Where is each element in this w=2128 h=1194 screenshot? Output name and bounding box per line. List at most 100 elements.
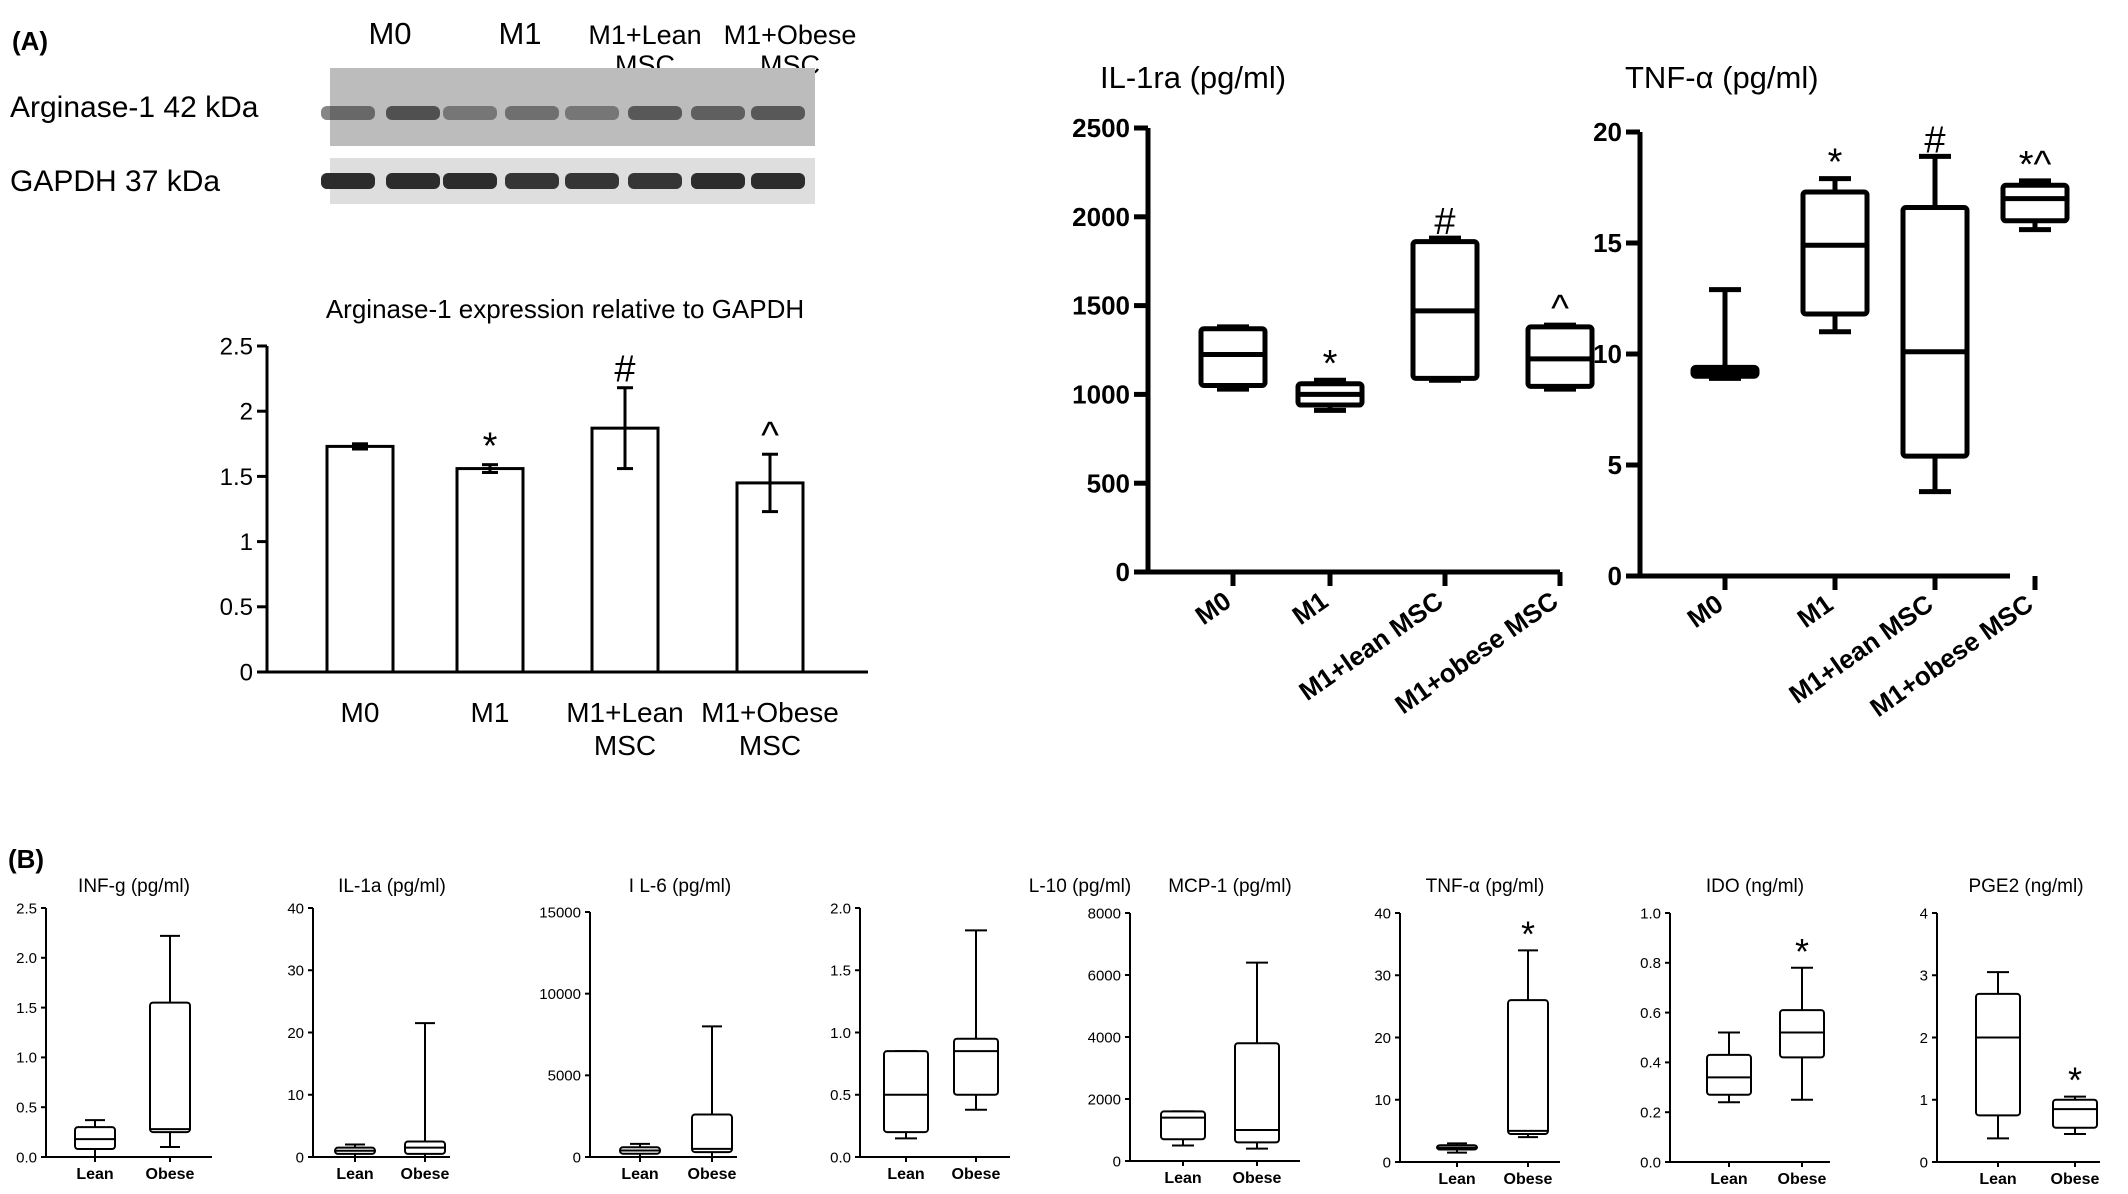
- blot-band: [386, 106, 440, 120]
- y-tick-label: 20: [287, 1025, 304, 1042]
- chart-title: TNF-α (pg/ml): [1426, 876, 1545, 897]
- box: [149, 1001, 191, 1134]
- y-tick-label: 1: [1920, 1092, 1928, 1109]
- y-tick-label: 10000: [539, 986, 581, 1003]
- box: [691, 1113, 733, 1154]
- blot-row-label: Arginase-1 42 kDa: [10, 91, 259, 124]
- y-tick-label: 0.8: [1640, 955, 1661, 972]
- y-tick-label: 0.5: [830, 1087, 851, 1104]
- y-tick-label: 5: [1608, 450, 1622, 480]
- bar: [455, 467, 525, 674]
- x-tick-label: Lean: [1710, 1171, 1747, 1188]
- y-tick-label: 500: [1087, 468, 1130, 498]
- y-tick-label: 1.0: [830, 1025, 851, 1042]
- y-tick-label: 1500: [1072, 291, 1130, 321]
- bar: [735, 481, 805, 674]
- box: [2052, 1098, 2098, 1129]
- y-tick-label: 0.4: [1640, 1055, 1661, 1072]
- y-tick-label: 4000: [1088, 1029, 1121, 1046]
- y-tick-label: 8000: [1088, 905, 1121, 922]
- y-tick-label: 1.5: [220, 464, 253, 491]
- y-tick-label: 2: [240, 399, 253, 426]
- blot-band: [443, 173, 497, 189]
- blot-band: [386, 173, 440, 189]
- box: [1779, 1009, 1825, 1059]
- x-tick-label: M0: [341, 697, 380, 728]
- y-tick-label: 0.2: [1640, 1104, 1661, 1121]
- x-tick-label: Obese: [1504, 1171, 1553, 1188]
- y-tick-label: 5000: [548, 1068, 581, 1085]
- chart-b_pge2: PGE2 (ng/ml) 0 1 2 3 4 Lean Obese *: [1920, 876, 2100, 1188]
- box: [1900, 204, 1970, 459]
- box: [1800, 189, 1870, 317]
- y-tick-label: 15: [1593, 228, 1622, 258]
- x-tick-label: Lean: [887, 1166, 924, 1183]
- box: [1198, 326, 1268, 389]
- y-tick-label: 2.0: [830, 900, 851, 917]
- significance-marker: #: [614, 349, 635, 391]
- x-tick-label: Lean: [1979, 1171, 2016, 1188]
- y-tick-label: 10: [1374, 1092, 1391, 1109]
- box: [1706, 1053, 1752, 1096]
- blot-band: [691, 173, 745, 189]
- blot-band: [628, 173, 682, 189]
- significance-marker: *^: [2019, 144, 2052, 186]
- y-tick-label: 1.0: [16, 1050, 37, 1067]
- y-tick-label: 30: [287, 963, 304, 980]
- blot-band: [565, 106, 619, 120]
- y-tick-label: 0: [1116, 557, 1130, 587]
- y-tick-label: 0.0: [16, 1149, 37, 1166]
- y-tick-label: 1: [240, 529, 253, 556]
- box: [1975, 992, 2021, 1117]
- blot-band: [691, 106, 745, 120]
- chart-b_il10: L-10 (pg/ml) 0.0 0.5 1.0 1.5 2.0 Lean Obese: [830, 876, 1131, 1183]
- x-tick-label: Obese: [401, 1166, 450, 1183]
- x-tick-label: MSC: [594, 730, 656, 761]
- significance-marker: *: [1521, 913, 1535, 954]
- x-tick-label: Obese: [1233, 1170, 1282, 1187]
- box: [1507, 999, 1549, 1135]
- y-tick-label: 1.0: [1640, 905, 1661, 922]
- chart-b_ido: IDO (ng/ml) 0.0 0.2 0.4 0.6 0.8 1.0 Lean Obese *: [1640, 876, 1830, 1188]
- y-tick-label: 0: [1920, 1154, 1928, 1171]
- blot-band: [505, 106, 559, 120]
- blot-band: [321, 106, 375, 120]
- y-tick-label: 0: [1113, 1153, 1121, 1170]
- box: [1234, 1042, 1280, 1144]
- x-tick-label: Obese: [952, 1166, 1001, 1183]
- y-tick-label: 20: [1374, 1030, 1391, 1047]
- significance-marker: *: [1795, 931, 1809, 972]
- chart-arginase: Arginase-1 expression relative to GAPDH 0…: [220, 294, 868, 761]
- chart-title: IDO (ng/ml): [1706, 876, 1804, 897]
- x-tick-label: Lean: [1164, 1170, 1201, 1187]
- blot-lane-header: M1+Lean: [588, 20, 701, 50]
- blot-band: [628, 106, 682, 120]
- y-tick-label: 4: [1920, 905, 1928, 922]
- chart-title: MCP-1 (pg/ml): [1168, 876, 1292, 897]
- chart-title: PGE2 (ng/ml): [1968, 876, 2083, 897]
- x-tick-label: M1: [1792, 588, 1839, 633]
- y-tick-label: 30: [1374, 968, 1391, 985]
- x-tick-label: Lean: [76, 1166, 113, 1183]
- blot-band: [321, 173, 375, 189]
- x-tick-label: M0: [1682, 588, 1729, 633]
- y-tick-label: 2500: [1072, 113, 1130, 143]
- chart-b_il1a: IL-1a (pg/ml) 0 10 20 30 40 Lean Obese: [287, 876, 450, 1183]
- y-tick-label: 0: [240, 659, 253, 686]
- chart-title: IL-1ra (pg/ml): [1100, 60, 1286, 95]
- chart-b_infg: INF-g (pg/ml) 0.0 0.5 1.0 1.5 2.0 2.5 Lean Obese: [16, 876, 212, 1183]
- significance-marker: *: [483, 426, 498, 468]
- blot-band: [751, 173, 805, 189]
- y-tick-label: 2.0: [16, 950, 37, 967]
- significance-marker: *: [1828, 142, 1843, 184]
- x-tick-label: Obese: [1778, 1171, 1827, 1188]
- y-tick-label: 0.5: [220, 594, 253, 621]
- significance-marker: #: [1924, 119, 1945, 161]
- blot-band: [443, 106, 497, 120]
- chart-title: TNF-α (pg/ml): [1625, 60, 1819, 95]
- chart-title: L-10 (pg/ml): [1029, 876, 1131, 897]
- y-tick-label: 1000: [1072, 380, 1130, 410]
